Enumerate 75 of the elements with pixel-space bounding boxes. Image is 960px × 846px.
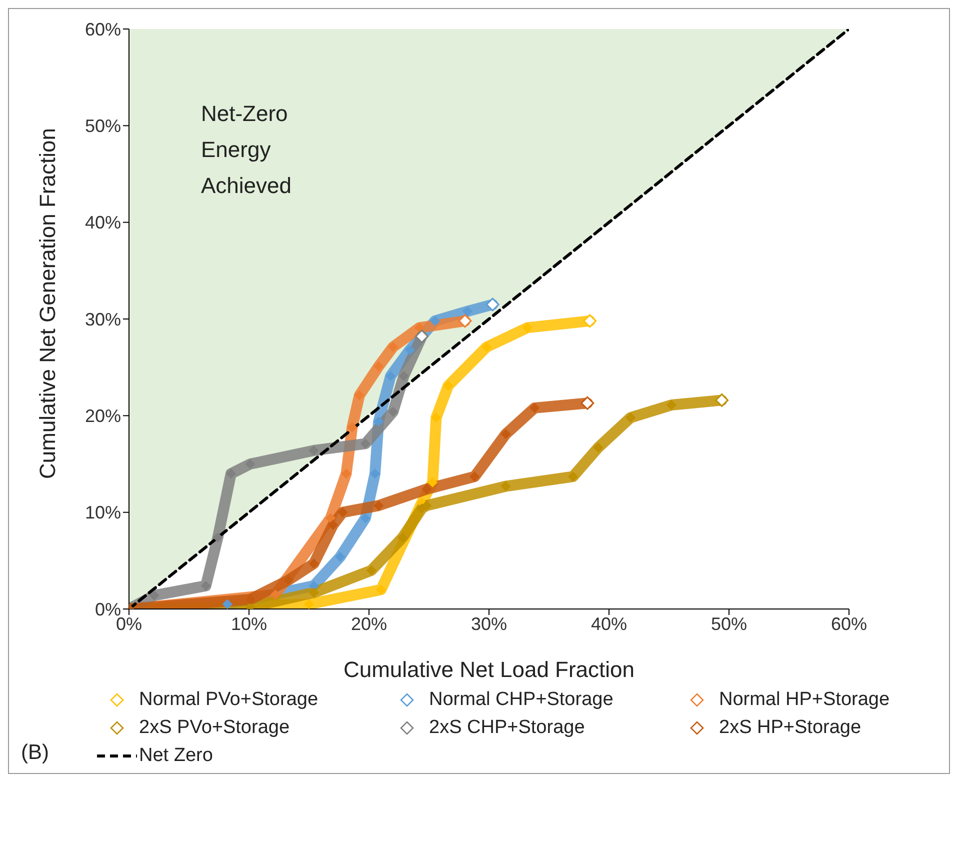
y-tick-label: 40% (84, 212, 121, 233)
point (398, 532, 408, 542)
x-tick-label: 30% (470, 614, 508, 634)
point (341, 468, 351, 478)
point (431, 412, 441, 422)
text: (B) (21, 741, 49, 764)
point (309, 588, 319, 598)
point (270, 590, 280, 600)
legend-label: Net Zero (139, 745, 213, 767)
y-tick-label: 30% (84, 309, 121, 330)
point (593, 442, 603, 452)
legend-label: 2xS CHP+Storage (429, 717, 585, 739)
legend-label: Normal PVo+Storage (139, 689, 318, 711)
point (462, 306, 472, 316)
point (326, 513, 336, 523)
point (530, 403, 540, 413)
point (226, 468, 236, 478)
point (338, 508, 348, 518)
point (201, 581, 211, 591)
point (626, 412, 636, 422)
x-tick-label: 50% (710, 614, 748, 634)
legend-label: 2xS PVo+Storage (139, 717, 290, 739)
point (501, 429, 511, 439)
point (245, 594, 255, 604)
point (374, 416, 384, 426)
point (430, 316, 440, 326)
point (328, 520, 338, 530)
x-tick-label: 10% (230, 614, 268, 634)
y-tick-label: 10% (84, 502, 121, 523)
point (354, 390, 364, 400)
x-axis-title: Cumulative Net Load Fraction (343, 657, 635, 682)
point (666, 400, 676, 410)
point (399, 371, 409, 381)
point (284, 575, 294, 585)
point (347, 422, 357, 432)
point (422, 484, 432, 494)
point (428, 478, 438, 488)
point (470, 472, 480, 482)
point (443, 380, 453, 390)
point (213, 532, 223, 542)
point (245, 459, 255, 469)
point (149, 590, 159, 600)
point (522, 322, 532, 332)
legend-label: 2xS HP+Storage (719, 717, 862, 739)
x-tick-label: 40% (590, 614, 628, 634)
y-tick-label: 50% (84, 116, 121, 136)
point (360, 438, 370, 448)
point (501, 481, 511, 491)
x-tick-label: 60% (830, 614, 868, 634)
point (309, 446, 319, 456)
x-tick-label: 20% (350, 614, 388, 634)
point (376, 584, 386, 594)
point (386, 371, 396, 381)
point (374, 362, 384, 372)
point (405, 345, 415, 355)
y-tick-label: 60% (84, 19, 121, 40)
point (568, 472, 578, 482)
y-tick-label: 20% (84, 406, 121, 426)
point (360, 513, 370, 523)
point (370, 468, 380, 478)
point (335, 552, 345, 562)
point (309, 558, 319, 568)
point (388, 342, 398, 352)
annotation: Net-Zero Energy Achieved (201, 101, 292, 198)
point (222, 599, 232, 609)
legend-label: Normal HP+Storage (719, 689, 890, 711)
point (414, 322, 424, 332)
point (304, 599, 314, 609)
legend-label: Normal CHP+Storage (429, 689, 614, 711)
y-axis-title: Cumulative Net Generation Fraction (34, 128, 60, 479)
point (482, 342, 492, 352)
point (366, 566, 376, 576)
point (422, 500, 432, 510)
point (388, 407, 398, 417)
point (374, 500, 384, 510)
